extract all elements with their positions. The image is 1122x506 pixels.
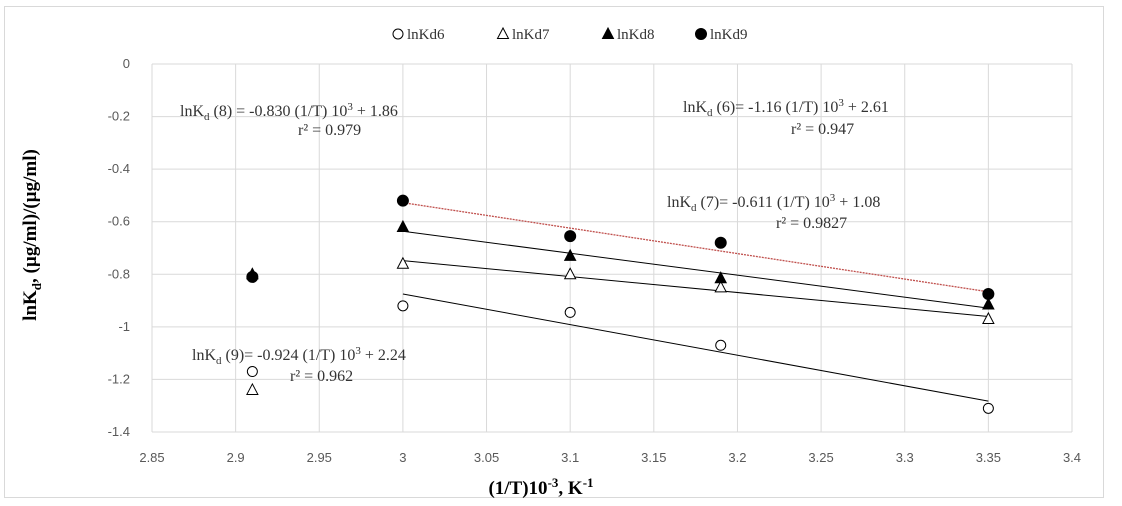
legend-item-lnkd6: lnKd6 [392,27,445,43]
legend-item-lnkd9: lnKd9 [695,27,748,43]
data-point-lnkd9 [246,270,259,283]
fit-lines-layer [402,202,989,402]
y-tick-label: -0.8 [108,266,130,281]
data-point-lnkd7 [714,280,728,293]
x-tick-label: 3.05 [474,450,499,465]
y-tick-label: 0 [123,56,130,71]
legend-label: lnKd8 [617,27,655,43]
data-point-lnkd8 [982,297,995,310]
markers-layer [246,194,995,414]
fit-line-lnkd8 [402,230,989,309]
chart-frame [4,6,1104,498]
legend-item-lnkd8: lnKd8 [601,26,655,43]
y-tick-label: -1 [118,319,130,334]
legend-marker [601,26,615,39]
x-tick-label: 2.9 [227,450,245,465]
x-tick-label: 3.3 [896,450,914,465]
tick-labels-layer: 2.85 2.9 2.95 3 3.05 3.1 3.15 3.2 3.25 3.3 3.35 3.4… [108,56,1081,465]
data-point-lnkd6 [715,339,727,351]
y-tick-label: -0.4 [108,161,130,176]
legend-label: lnKd7 [512,27,550,43]
legend: lnKd6 lnKd7 lnKd8 lnKd9 [392,26,748,43]
legend-marker [496,26,510,39]
r-squared-text: r² = 0.947 [791,121,854,138]
y-tick-label: -0.6 [108,214,130,229]
data-point-lnkd7 [246,382,259,395]
r-squared-text: r² = 0.979 [298,122,361,139]
data-point-lnkd7 [982,311,995,324]
legend-label: lnKd6 [407,27,445,43]
y-tick-label: -1.2 [108,371,130,386]
x-tick-label: 3.15 [641,450,666,465]
r-squared-text: r² = 0.9827 [776,215,847,232]
data-point-lnkd9 [714,236,727,249]
data-point-lnkd7 [563,267,577,280]
equation-text: lnKd (8) = -0.830 (1/T) 103 + 1.86 [180,101,398,123]
equation-text: lnKd (6)= -1.16 (1/T) 103 + 2.61 [683,97,889,119]
r-squared-text: r² = 0.962 [290,368,353,385]
data-point-lnkd6 [564,306,576,318]
x-tick-label: 3.1 [561,450,579,465]
data-point-lnkd9 [396,194,409,207]
legend-label: lnKd9 [710,27,748,43]
x-tick-label: 3.35 [976,450,1001,465]
y-tick-label: -0.2 [108,109,130,124]
data-point-lnkd8 [396,219,410,232]
x-tick-label: 2.85 [139,450,164,465]
data-point-lnkd6 [246,366,258,378]
x-tick-label: 3.25 [808,450,833,465]
data-point-lnkd9 [564,230,577,243]
fit-line-lnkd9 [402,202,989,293]
equation-text: lnKd (9)= -0.924 (1/T) 103 + 2.24 [192,345,406,367]
legend-marker [392,28,404,40]
fit-line-lnkd7 [402,260,989,317]
y-tick-label: -1.4 [108,424,130,439]
equation-annotation-eq6: lnKd (6)= -1.16 (1/T) 103 + 2.61 r² = 0.9… [683,97,889,138]
y-axis-title: lnKd, (µg/ml)/(µg/ml) [20,149,44,321]
data-point-lnkd9 [982,288,995,300]
equation-text: lnKd (7)= -0.611 (1/T) 103 + 1.08 [667,192,880,214]
x-axis-title: (1/T)10-3, K-1 [488,475,593,499]
data-point-lnkd7 [396,256,410,269]
legend-item-lnkd7: lnKd7 [496,26,550,43]
x-tick-label: 3.4 [1063,450,1081,465]
data-point-lnkd6 [982,402,994,414]
data-point-lnkd8 [563,248,577,261]
x-tick-label: 3 [399,450,406,465]
fit-line-lnkd6 [402,293,989,402]
data-point-lnkd6 [397,300,409,312]
legend-marker [695,28,707,40]
data-point-lnkd8 [714,271,728,284]
x-tick-label: 2.95 [307,450,332,465]
x-tick-label: 3.2 [728,450,746,465]
